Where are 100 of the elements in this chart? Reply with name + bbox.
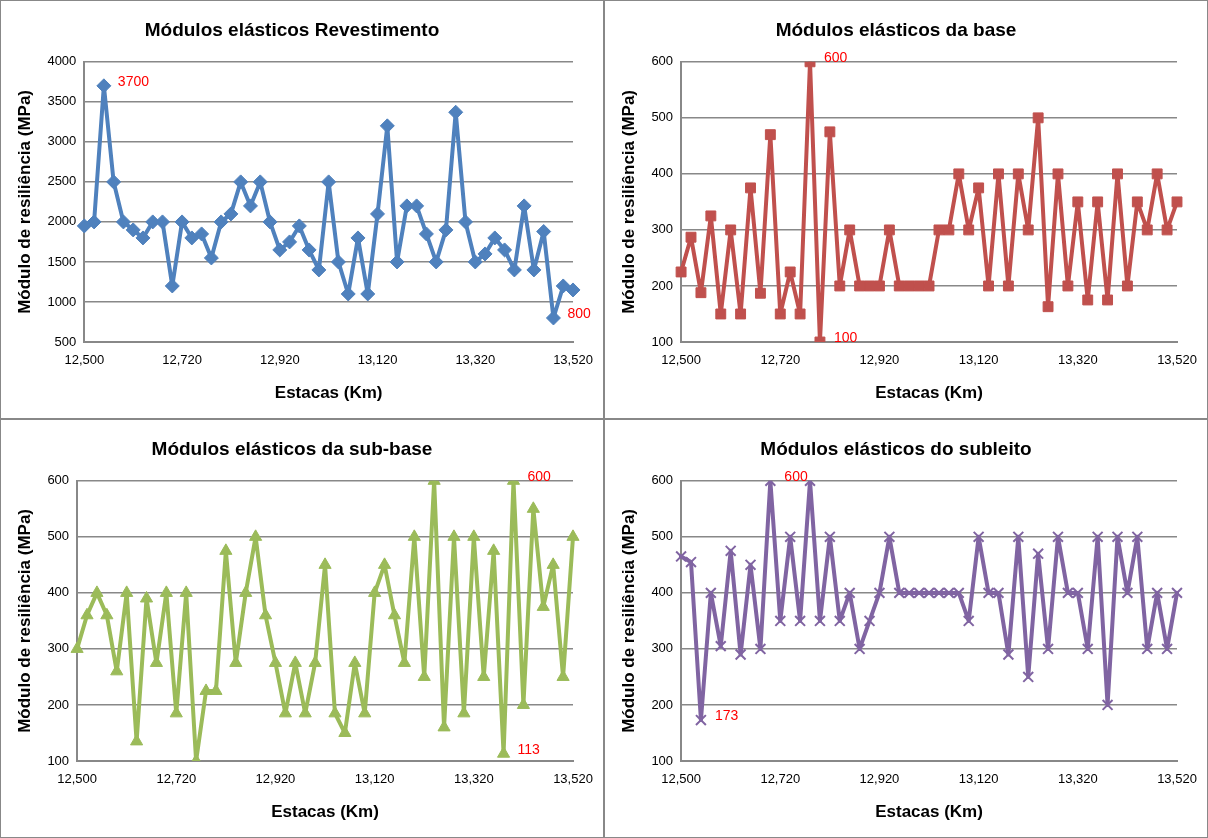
data-label: 600 bbox=[784, 467, 808, 484]
y-tick-label: 100 bbox=[47, 752, 70, 768]
point bbox=[704, 586, 717, 599]
point bbox=[80, 607, 94, 620]
point bbox=[409, 198, 425, 214]
point bbox=[467, 529, 481, 541]
point bbox=[685, 556, 697, 569]
point bbox=[745, 182, 756, 194]
point bbox=[1022, 224, 1034, 236]
y-tick-label: 200 bbox=[651, 696, 674, 712]
point bbox=[457, 214, 473, 230]
x-tick-label: 13,120 bbox=[357, 352, 398, 368]
x-tick-label: 13,520 bbox=[1157, 352, 1197, 368]
x-tick-label: 12,920 bbox=[255, 771, 296, 787]
point bbox=[86, 214, 102, 230]
point bbox=[695, 287, 707, 299]
point bbox=[125, 222, 141, 238]
point bbox=[814, 614, 826, 627]
y-tick-label: 400 bbox=[651, 165, 674, 181]
y-tick-label: 3000 bbox=[47, 133, 77, 149]
point bbox=[754, 642, 767, 655]
point bbox=[1161, 642, 1174, 655]
x-axis-title: Estacas (Km) bbox=[875, 802, 983, 822]
point bbox=[467, 254, 483, 270]
point bbox=[1121, 280, 1133, 292]
point bbox=[213, 214, 229, 230]
point bbox=[923, 586, 935, 599]
point bbox=[784, 266, 796, 278]
y-tick-label: 100 bbox=[651, 333, 674, 349]
point bbox=[348, 655, 362, 667]
data-label: 173 bbox=[714, 706, 739, 723]
point bbox=[675, 266, 687, 278]
point bbox=[893, 280, 905, 292]
x-tick-label: 13,120 bbox=[354, 771, 395, 787]
y-tick-label: 1500 bbox=[47, 253, 77, 269]
point bbox=[973, 182, 985, 194]
point bbox=[1131, 196, 1143, 208]
point bbox=[834, 280, 846, 292]
point bbox=[764, 129, 776, 141]
point bbox=[179, 585, 193, 597]
chart-title: Módulos elásticos da base bbox=[775, 18, 1017, 40]
y-tick-label: 400 bbox=[651, 584, 674, 600]
x-tick-label: 13,520 bbox=[553, 771, 593, 787]
point bbox=[963, 224, 975, 236]
point bbox=[694, 714, 707, 727]
y-tick-label: 4000 bbox=[47, 53, 77, 69]
point bbox=[546, 557, 560, 569]
point bbox=[992, 586, 1005, 599]
chart-title: Módulos elásticos da sub-base bbox=[151, 437, 433, 459]
point bbox=[744, 558, 757, 571]
y-tick-label: 500 bbox=[47, 528, 70, 544]
y-tick-label: 200 bbox=[651, 277, 674, 293]
data-label: 3700 bbox=[117, 72, 150, 89]
point bbox=[1141, 642, 1154, 655]
point bbox=[291, 218, 307, 234]
point bbox=[754, 287, 766, 299]
point bbox=[203, 250, 219, 266]
point bbox=[1062, 280, 1074, 292]
point bbox=[301, 242, 317, 258]
y-tick-label: 600 bbox=[651, 472, 674, 488]
y-tick-label: 600 bbox=[47, 472, 70, 488]
point bbox=[715, 308, 727, 320]
y-tick-label: 300 bbox=[47, 640, 70, 656]
point bbox=[1042, 642, 1055, 655]
point bbox=[953, 168, 965, 180]
point bbox=[233, 174, 249, 190]
point bbox=[1061, 586, 1074, 599]
point bbox=[913, 280, 925, 292]
point bbox=[1171, 196, 1183, 208]
data-label: 113 bbox=[517, 740, 541, 757]
point bbox=[1091, 530, 1104, 543]
y-tick-label: 1000 bbox=[47, 293, 77, 309]
point bbox=[526, 501, 540, 513]
point bbox=[1052, 168, 1064, 180]
x-tick-label: 13,520 bbox=[1157, 771, 1197, 787]
point bbox=[1161, 224, 1173, 236]
point bbox=[438, 222, 454, 238]
point bbox=[1082, 294, 1094, 306]
point bbox=[447, 529, 461, 541]
point bbox=[863, 614, 876, 627]
x-tick-label: 13,320 bbox=[1057, 771, 1098, 787]
point bbox=[159, 585, 173, 597]
point bbox=[174, 214, 190, 230]
point bbox=[864, 280, 875, 292]
point bbox=[139, 590, 154, 603]
point bbox=[328, 705, 342, 718]
y-tick-label: 500 bbox=[54, 333, 77, 349]
point bbox=[379, 118, 395, 134]
point bbox=[1081, 642, 1094, 655]
x-tick-label: 12,720 bbox=[156, 771, 197, 787]
point bbox=[387, 607, 402, 620]
point bbox=[874, 280, 885, 292]
x-tick-label: 13,520 bbox=[553, 352, 593, 368]
point bbox=[824, 126, 836, 138]
point bbox=[242, 198, 258, 214]
point bbox=[903, 586, 916, 599]
point bbox=[90, 585, 104, 597]
point bbox=[155, 214, 171, 230]
point bbox=[923, 280, 935, 292]
point bbox=[725, 224, 737, 236]
